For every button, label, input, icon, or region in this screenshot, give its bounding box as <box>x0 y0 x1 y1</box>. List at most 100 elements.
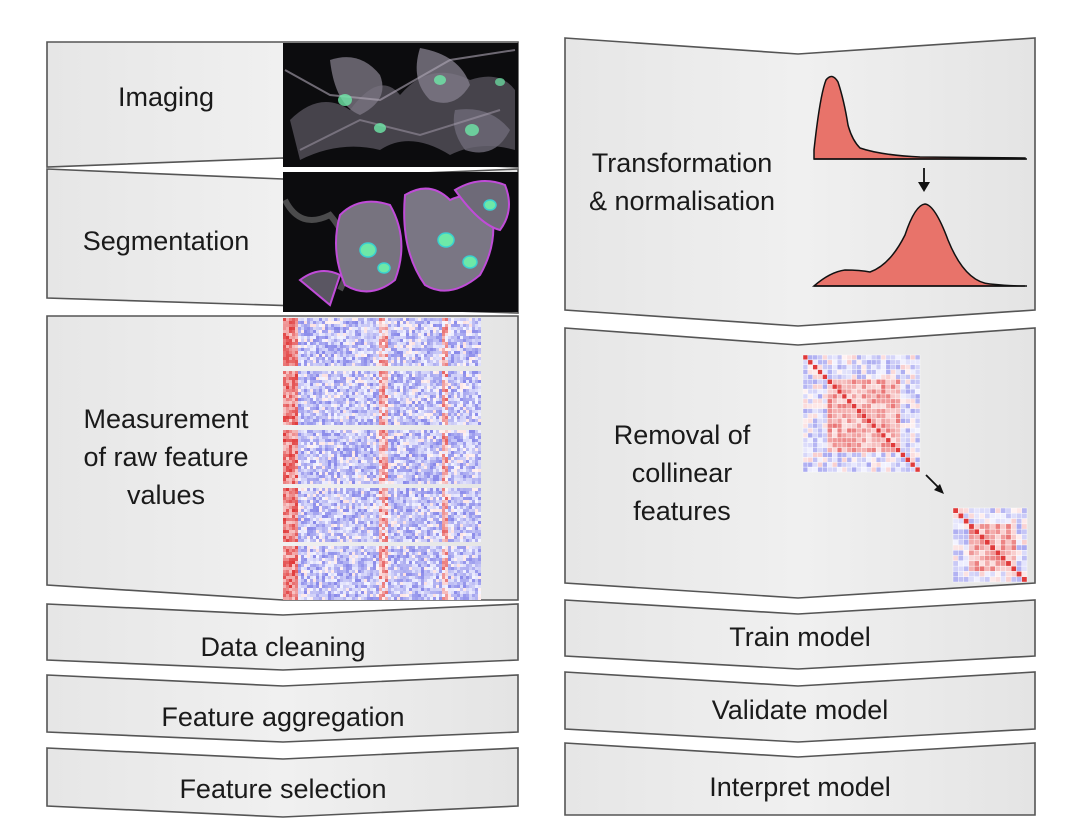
heatmap-cell <box>478 398 481 401</box>
heatmap-cell <box>340 500 343 503</box>
heatmap-cell <box>409 407 412 410</box>
heatmap-cell <box>298 555 301 558</box>
heatmap-cell <box>463 515 466 518</box>
heatmap-cell <box>397 398 400 401</box>
heatmap-cell <box>343 324 346 327</box>
heatmap-cell <box>370 339 373 342</box>
heatmap-cell <box>331 454 334 457</box>
heatmap-cell <box>298 321 301 324</box>
heatmap-cell <box>307 318 310 321</box>
heatmap-cell <box>415 351 418 354</box>
heatmap-cell <box>304 442 307 445</box>
heatmap-cell <box>460 524 463 527</box>
heatmap-cell <box>418 422 421 425</box>
heatmap-cell <box>409 371 412 374</box>
heatmap-cell <box>319 383 322 386</box>
heatmap-cell <box>403 398 406 401</box>
heatmap-cell <box>397 463 400 466</box>
heatmap-cell <box>448 524 451 527</box>
heatmap-cell <box>394 466 397 469</box>
heatmap-cell <box>418 524 421 527</box>
heatmap-cell <box>307 503 310 506</box>
heatmap-cell <box>298 389 301 392</box>
heatmap-cell <box>418 533 421 536</box>
heatmap-cell <box>394 506 397 509</box>
heatmap-cell <box>448 360 451 363</box>
heatmap-cell <box>313 383 316 386</box>
heatmap-cell <box>313 506 316 509</box>
heatmap-cell <box>394 321 397 324</box>
heatmap-cell <box>325 469 328 472</box>
heatmap-cell <box>349 521 352 524</box>
heatmap-cell <box>358 481 361 484</box>
heatmap-cell <box>445 389 448 392</box>
heatmap-cell <box>433 460 436 463</box>
heatmap-cell <box>283 363 286 366</box>
heatmap-cell <box>301 491 304 494</box>
heatmap-cell <box>463 374 466 377</box>
heatmap-cell <box>298 478 301 481</box>
heatmap-cell <box>391 497 394 500</box>
heatmap-cell <box>337 561 340 564</box>
heatmap-cell <box>364 324 367 327</box>
heatmap-cell <box>334 460 337 463</box>
heatmap-cell <box>403 527 406 530</box>
heatmap-cell <box>355 327 358 330</box>
heatmap-cell <box>349 466 352 469</box>
heatmap-cell <box>295 401 298 404</box>
heatmap-cell <box>391 389 394 392</box>
heatmap-cell <box>322 348 325 351</box>
heatmap-cell <box>418 342 421 345</box>
heatmap-cell <box>469 433 472 436</box>
heatmap-cell <box>433 357 436 360</box>
heatmap-cell <box>346 451 349 454</box>
heatmap-cell <box>292 380 295 383</box>
heatmap-cell <box>340 354 343 357</box>
heatmap-cell <box>388 552 391 555</box>
heatmap-cell <box>457 430 460 433</box>
heatmap-cell <box>388 360 391 363</box>
heatmap-cell <box>292 512 295 515</box>
heatmap-cell <box>415 433 418 436</box>
heatmap-cell <box>358 413 361 416</box>
heatmap-cell <box>442 416 445 419</box>
heatmap-cell <box>349 419 352 422</box>
heatmap-cell <box>436 351 439 354</box>
heatmap-cell <box>325 386 328 389</box>
heatmap-cell <box>331 549 334 552</box>
heatmap-cell <box>373 398 376 401</box>
heatmap-cell <box>313 363 316 366</box>
heatmap-cell <box>457 439 460 442</box>
heatmap-cell <box>352 469 355 472</box>
heatmap-cell <box>364 433 367 436</box>
heatmap-cell <box>448 321 451 324</box>
heatmap-cell <box>457 478 460 481</box>
heatmap-cell <box>460 555 463 558</box>
heatmap-cell <box>319 494 322 497</box>
heatmap-cell <box>313 357 316 360</box>
heatmap-cell <box>346 497 349 500</box>
heatmap-cell <box>379 360 382 363</box>
heatmap-cell <box>307 345 310 348</box>
heatmap-cell <box>472 524 475 527</box>
heatmap-cell <box>370 555 373 558</box>
heatmap-cell <box>400 430 403 433</box>
heatmap-cell <box>307 546 310 549</box>
heatmap-cell <box>298 318 301 321</box>
heatmap-cell <box>376 354 379 357</box>
heatmap-cell <box>343 439 346 442</box>
heatmap-cell <box>472 457 475 460</box>
heatmap-cell <box>427 475 430 478</box>
heatmap-cell <box>403 395 406 398</box>
heatmap-cell <box>283 503 286 506</box>
heatmap-cell <box>292 536 295 539</box>
heatmap-cell <box>376 518 379 521</box>
heatmap-cell <box>397 478 400 481</box>
heatmap-cell <box>301 500 304 503</box>
heatmap-cell <box>403 433 406 436</box>
heatmap-cell <box>385 321 388 324</box>
heatmap-cell <box>376 436 379 439</box>
heatmap-cell <box>292 430 295 433</box>
heatmap-cell <box>448 472 451 475</box>
heatmap-cell <box>355 454 358 457</box>
